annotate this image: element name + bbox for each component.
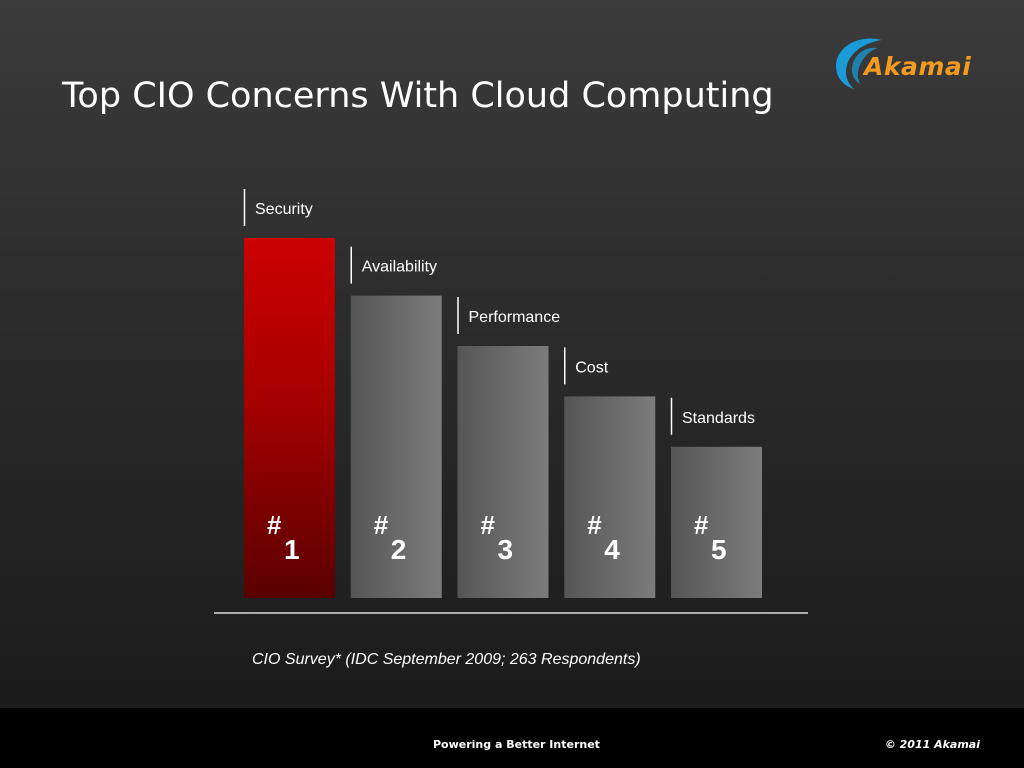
slide-title: Top CIO Concerns With Cloud Computing xyxy=(62,76,774,116)
bar-label-performance: Performance xyxy=(469,309,561,326)
akamai-swoosh-icon xyxy=(836,38,882,89)
rank-number-4: 4 xyxy=(604,534,620,565)
rank-hash-5: # xyxy=(694,510,709,540)
bar-cost xyxy=(564,396,656,598)
rank-hash-3: # xyxy=(481,510,496,540)
rank-number-3: 3 xyxy=(498,534,514,565)
bar-performance xyxy=(457,346,549,598)
bar-label-standards: Standards xyxy=(682,410,755,427)
footer-tagline: Powering a Better Internet xyxy=(433,738,600,751)
rank-hash-4: # xyxy=(587,510,602,540)
bar-label-cost: Cost xyxy=(575,359,608,376)
akamai-logo: Akamai xyxy=(830,32,980,92)
bar-label-availability: Availability xyxy=(362,259,437,276)
bar-security xyxy=(244,238,335,598)
bar-chart: Security #1 Availability #2 Performance #3 Cos… xyxy=(244,201,762,598)
rank-number-1: 1 xyxy=(284,534,300,565)
bar-availability xyxy=(350,295,442,598)
logo-text: Akamai xyxy=(864,52,972,81)
bar-standards xyxy=(671,446,762,598)
rank-number-5: 5 xyxy=(711,534,727,565)
rank-hash-2: # xyxy=(374,510,389,540)
bar-label-security: Security xyxy=(255,201,313,218)
footer-bar: Powering a Better Internet © 2011 Akamai xyxy=(0,708,1024,768)
rank-number-2: 2 xyxy=(391,534,407,565)
rank-hash-1: # xyxy=(267,510,282,540)
source-note: CIO Survey* (IDC September 2009; 263 Res… xyxy=(252,651,641,668)
footer-copyright: © 2011 Akamai xyxy=(884,738,980,751)
